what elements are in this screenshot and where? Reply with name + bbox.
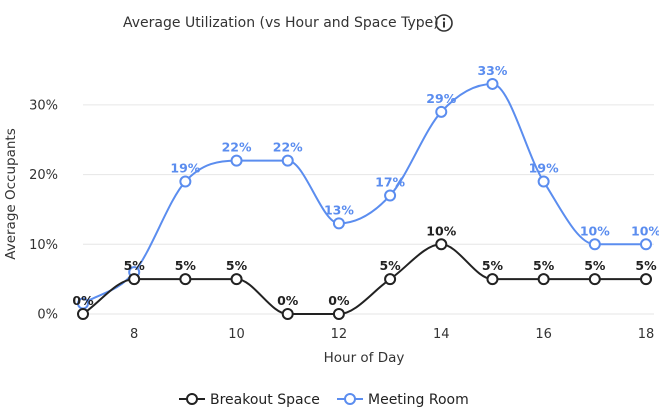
chart-title: Average Utilization (vs Hour and Space T… — [123, 15, 439, 31]
y-axis-title: Average Occupants — [3, 128, 19, 259]
meeting-room-data-label: 33% — [477, 63, 507, 78]
axis-ticks: 0% 10% 20% 30% 8 10 12 14 16 18 — [29, 98, 654, 342]
legend-swatch-marker — [344, 393, 356, 405]
legend: Breakout Space Meeting Room — [179, 392, 469, 408]
breakout-space-point[interactable] — [332, 308, 345, 320]
meeting-room-point[interactable] — [640, 238, 652, 251]
y-tick-label: 30% — [29, 98, 58, 113]
breakout-space-point[interactable] — [588, 273, 601, 286]
breakout-space-data-label: 5% — [482, 258, 504, 273]
x-tick-label: 16 — [535, 327, 552, 342]
breakout-space-data-label: 0% — [277, 293, 299, 308]
meeting-room-point[interactable] — [384, 189, 397, 202]
breakout-space-point[interactable] — [128, 273, 141, 286]
meeting-room-point[interactable] — [588, 238, 601, 251]
breakout-space-point[interactable] — [77, 308, 89, 320]
series — [77, 77, 652, 320]
meeting-room-point[interactable] — [230, 154, 243, 167]
x-tick-label: 14 — [433, 327, 450, 342]
breakout-space-point[interactable] — [179, 273, 192, 286]
y-tick-label: 10% — [29, 238, 58, 253]
legend-item-breakout-space[interactable]: Breakout Space — [179, 392, 320, 408]
breakout-space-data-label: 5% — [584, 258, 606, 273]
legend-item-meeting-room[interactable]: Meeting Room — [337, 392, 469, 408]
breakout-space-point[interactable] — [486, 273, 499, 286]
info-icon[interactable] — [435, 14, 453, 32]
breakout-space-point[interactable] — [435, 238, 448, 251]
breakout-space-data-label: 0% — [72, 293, 94, 308]
meeting-room-data-label: 10% — [580, 223, 610, 238]
meeting-room-data-label: 19% — [170, 161, 200, 176]
meeting-room-point[interactable] — [537, 175, 550, 188]
data-labels: 19% 22% 22% 13% 17% 29% 33% 19% 10% 10% 0% 5% 5% 5% 0%… — [72, 63, 659, 308]
breakout-space-data-label: 5% — [175, 258, 197, 273]
breakout-space-point[interactable] — [640, 273, 652, 286]
breakout-space-data-label: 5% — [124, 258, 146, 273]
breakout-space-point[interactable] — [230, 273, 243, 286]
y-tick-label: 20% — [29, 168, 58, 183]
meeting-room-data-label: 17% — [375, 174, 405, 189]
meeting-room-data-label: 22% — [273, 140, 303, 155]
legend-swatch-marker — [186, 393, 198, 405]
x-tick-label: 18 — [638, 327, 655, 342]
meeting-room-data-label: 13% — [324, 202, 354, 217]
meeting-room-data-label: 22% — [222, 140, 252, 155]
x-tick-label: 8 — [130, 327, 138, 342]
meeting-room-point[interactable] — [281, 154, 294, 167]
x-axis-title: Hour of Day — [324, 350, 405, 366]
meeting-room-data-label: 29% — [426, 91, 456, 106]
meeting-room-data-label: 10% — [631, 223, 659, 238]
breakout-space-line — [82, 243, 646, 315]
meeting-room-data-label: 19% — [529, 161, 559, 176]
meeting-room-line — [82, 82, 647, 305]
x-tick-label: 10 — [228, 327, 245, 342]
breakout-space-point[interactable] — [281, 308, 294, 320]
breakout-space-data-label: 10% — [426, 223, 456, 238]
breakout-space-data-label: 5% — [226, 258, 248, 273]
breakout-space-data-label: 5% — [635, 258, 657, 273]
meeting-room-point[interactable] — [486, 77, 499, 90]
meeting-room-point[interactable] — [332, 217, 345, 230]
breakout-space-point[interactable] — [537, 273, 550, 286]
legend-label: Meeting Room — [368, 392, 469, 408]
y-tick-label: 0% — [37, 308, 58, 323]
meeting-room-point[interactable] — [435, 105, 448, 118]
meeting-room-point[interactable] — [179, 175, 192, 188]
x-tick-label: 12 — [331, 327, 348, 342]
breakout-space-data-label: 0% — [328, 293, 350, 308]
legend-label: Breakout Space — [210, 392, 320, 408]
breakout-space-point[interactable] — [384, 273, 397, 286]
gridlines — [83, 104, 654, 315]
breakout-space-data-label: 5% — [379, 258, 401, 273]
breakout-space-data-label: 5% — [533, 258, 555, 273]
